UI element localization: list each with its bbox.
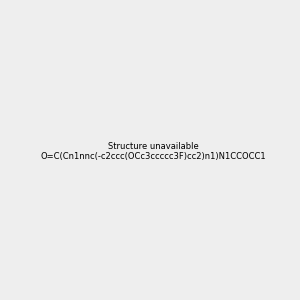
Text: Structure unavailable
O=C(Cn1nnc(-c2ccc(OCc3ccccc3F)cc2)n1)N1CCOCC1: Structure unavailable O=C(Cn1nnc(-c2ccc(… bbox=[41, 142, 267, 161]
